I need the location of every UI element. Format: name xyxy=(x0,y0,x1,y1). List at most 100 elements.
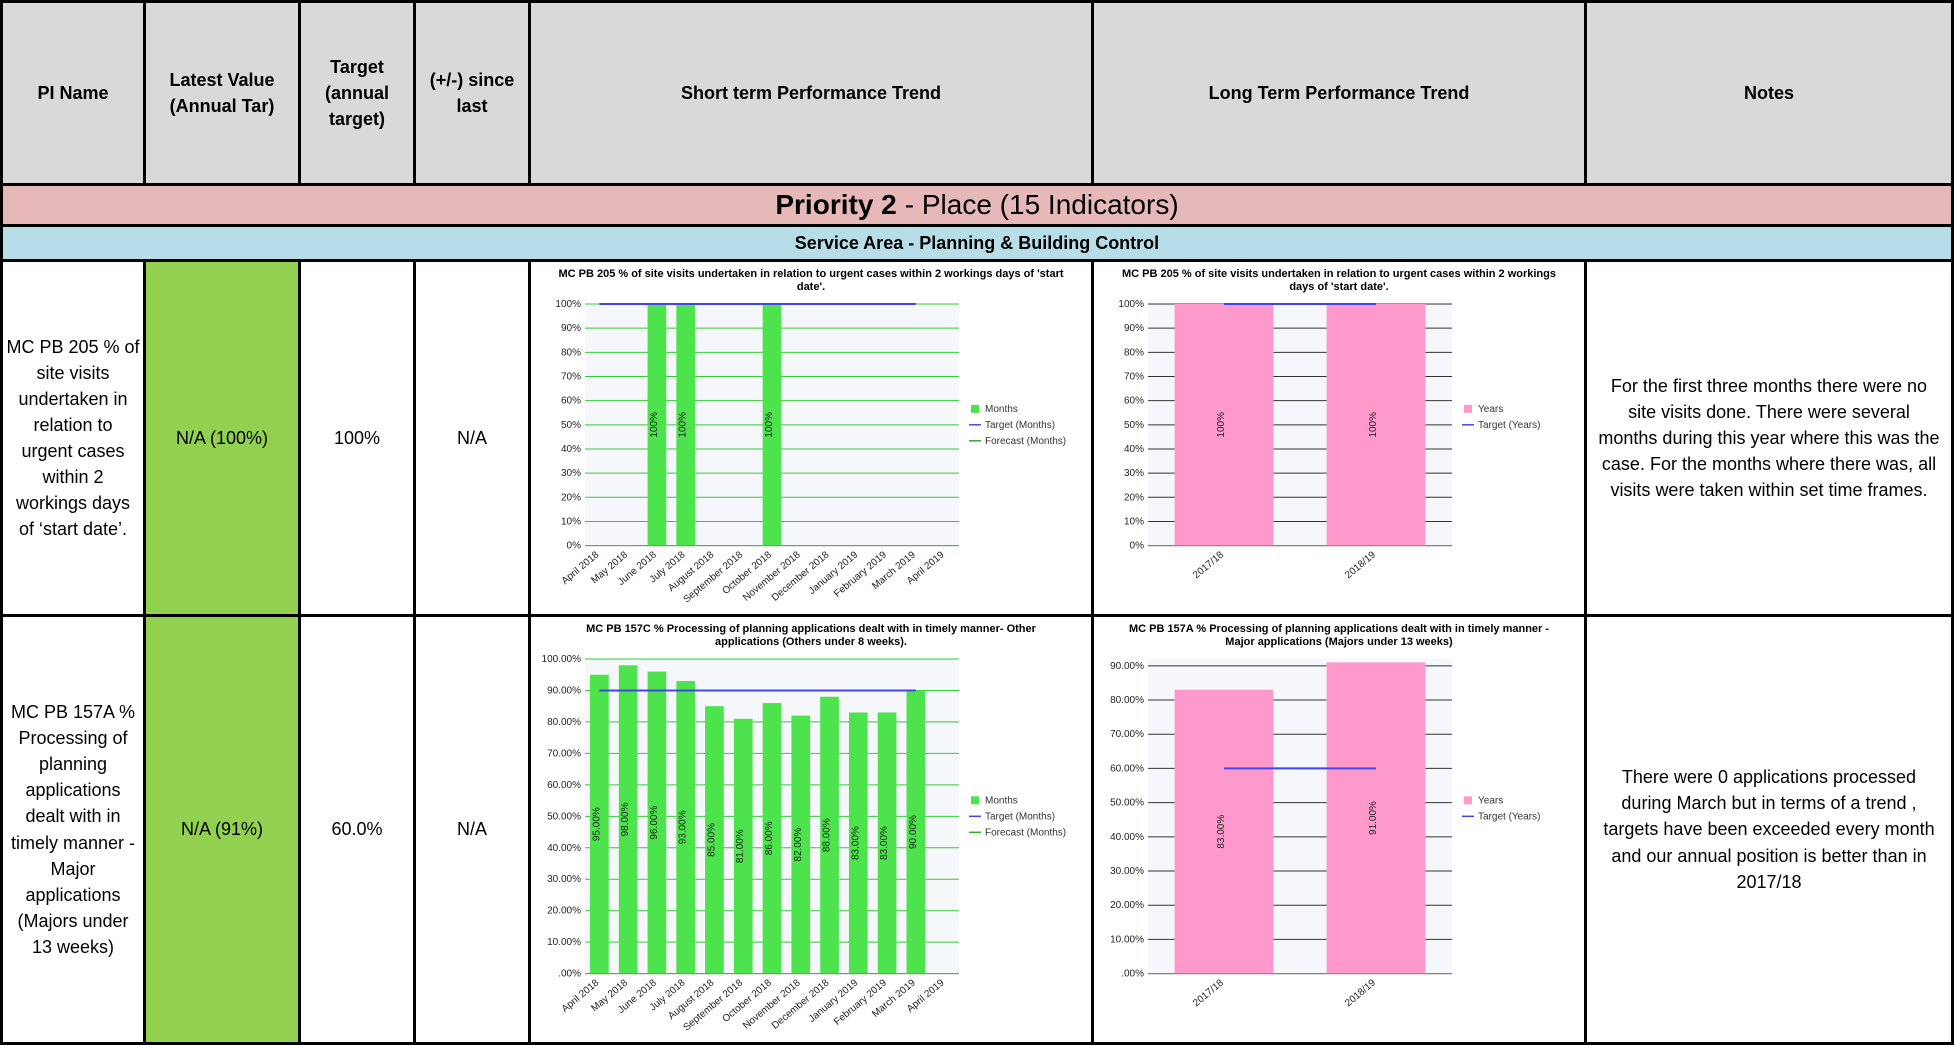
legend-label: Months xyxy=(985,404,1018,415)
y-tick-label: 80.00% xyxy=(547,717,581,728)
chart-title: MC PB 157C % Processing of planning appl… xyxy=(586,623,1036,649)
y-tick-label: 90.00% xyxy=(547,686,581,697)
bar xyxy=(1326,304,1426,546)
y-tick-label: 80% xyxy=(1124,348,1144,359)
legend-label: Years xyxy=(1478,796,1503,807)
y-tick-label: 20.00% xyxy=(1110,901,1144,912)
value-label: 98.00% xyxy=(620,803,631,837)
value-label: 88.00% xyxy=(822,819,833,853)
legend-label: Years xyxy=(1478,404,1503,415)
short-chart: MC PB 205 % of site visits undertaken in… xyxy=(531,262,1091,614)
y-tick-label: 30.00% xyxy=(547,875,581,886)
bar xyxy=(1174,304,1274,546)
x-tick-label: 2017/18 xyxy=(1191,978,1226,1010)
pi-name: MC PB 205 % of site visits undertaken in… xyxy=(3,262,143,614)
y-tick-label: 50% xyxy=(1124,420,1144,431)
change: N/A xyxy=(416,617,528,1042)
value-label: 93.00% xyxy=(678,811,689,845)
value-label: 83.00% xyxy=(850,826,861,860)
y-tick-label: 60% xyxy=(1124,396,1144,407)
y-tick-label: 100% xyxy=(1118,299,1144,310)
y-tick-label: 100% xyxy=(555,299,581,310)
y-tick-label: 50.00% xyxy=(547,812,581,823)
pi-name: MC PB 157A % Processing of planning appl… xyxy=(3,617,143,1042)
priority-label: Priority 2 xyxy=(775,188,897,220)
legend-label: Months xyxy=(985,796,1018,807)
y-tick-label: 30.00% xyxy=(1110,866,1144,877)
y-tick-label: 40% xyxy=(1124,444,1144,455)
target: 60.0% xyxy=(301,617,413,1042)
bar xyxy=(676,681,696,974)
value-label: 96.00% xyxy=(649,806,660,840)
header-cell: Target (annual target) xyxy=(301,3,413,183)
y-tick-label: 60.00% xyxy=(1110,764,1144,775)
value-label: 100% xyxy=(678,412,689,438)
y-tick-label: 90% xyxy=(561,324,581,335)
x-tick-label: 2018/19 xyxy=(1343,550,1378,582)
value-label: 82.00% xyxy=(793,828,804,862)
y-tick-label: 40.00% xyxy=(547,843,581,854)
y-tick-label: 50.00% xyxy=(1110,798,1144,809)
legend-label: Forecast (Months) xyxy=(985,828,1066,839)
plot: .00% 10.00% 20.00% 30.00% 40.00% 50.00% 60.00%… xyxy=(542,654,1067,1033)
target: 100% xyxy=(301,262,413,614)
latest-value: N/A (91%) xyxy=(146,617,298,1042)
chart-title: MC PB 157A % Processing of planning appl… xyxy=(1128,623,1550,649)
value-label: 85.00% xyxy=(706,823,717,857)
y-tick-label: 70% xyxy=(1124,372,1144,383)
y-tick-label: 60% xyxy=(561,396,581,407)
value-label: 81.00% xyxy=(735,830,746,864)
header-cell: Long Term Performance Trend xyxy=(1094,3,1584,183)
value-label: 86.00% xyxy=(764,822,775,856)
y-tick-label: 10% xyxy=(1124,517,1144,528)
y-tick-label: 0% xyxy=(567,541,582,552)
legend-swatch xyxy=(971,796,979,805)
chart-title: MC PB 205 % of site visits undertaken in… xyxy=(558,268,1064,294)
value-label: 100% xyxy=(764,412,775,438)
bar xyxy=(705,706,724,974)
header-cell: PI Name xyxy=(3,3,143,183)
y-tick-label: 50% xyxy=(561,420,581,431)
bar xyxy=(676,304,696,546)
long-chart: MC PB 205 % of site visits undertaken in… xyxy=(1094,262,1584,614)
y-tick-label: 80.00% xyxy=(1110,695,1144,706)
y-tick-label: 100.00% xyxy=(542,654,582,665)
bar xyxy=(647,671,667,974)
plot: 0% 10% 20% 30% 40% 50% 60% 70% 80% 90% 100% 100% 100… xyxy=(1118,299,1540,582)
notes: For the first three months there were no… xyxy=(1587,262,1951,614)
service-area-row: Service Area - Planning & Building Contr… xyxy=(3,227,1951,259)
y-tick-label: 70.00% xyxy=(1110,730,1144,741)
latest-value: N/A (100%) xyxy=(146,262,298,614)
legend-label: Target (Months) xyxy=(985,420,1055,431)
y-tick-label: 90.00% xyxy=(1110,661,1144,672)
bar xyxy=(877,712,897,974)
bar xyxy=(590,675,609,974)
priority-row: Priority 2- Place (15 Indicators) xyxy=(3,186,1951,224)
y-tick-label: 70% xyxy=(561,372,581,383)
y-tick-label: 40% xyxy=(561,444,581,455)
y-tick-label: 10% xyxy=(561,517,581,528)
bar xyxy=(1174,690,1274,974)
chart-title: MC PB 205 % of site visits undertaken in… xyxy=(1122,268,1556,294)
legend-label: Forecast (Months) xyxy=(985,436,1066,447)
y-tick-label: 10.00% xyxy=(547,938,581,949)
bar xyxy=(618,665,638,974)
short-chart: MC PB 157C % Processing of planning appl… xyxy=(531,617,1091,1042)
y-tick-label: 20% xyxy=(561,493,581,504)
header-cell: Latest Value (Annual Tar) xyxy=(146,3,298,183)
legend-swatch xyxy=(1464,796,1472,805)
header-cell: Short term Performance Trend xyxy=(531,3,1091,183)
legend-label: Target (Years) xyxy=(1478,420,1540,431)
value-label: 91.00% xyxy=(1368,801,1379,835)
bar xyxy=(733,719,753,974)
bar xyxy=(1326,662,1426,974)
y-tick-label: 20.00% xyxy=(547,906,581,917)
value-label: 100% xyxy=(649,412,660,438)
y-tick-label: .00% xyxy=(558,969,581,980)
y-tick-label: .00% xyxy=(1121,969,1144,980)
x-tick-label: 2018/19 xyxy=(1343,978,1378,1010)
legend-swatch xyxy=(971,405,979,414)
change: N/A xyxy=(416,262,528,614)
bar xyxy=(820,697,839,974)
